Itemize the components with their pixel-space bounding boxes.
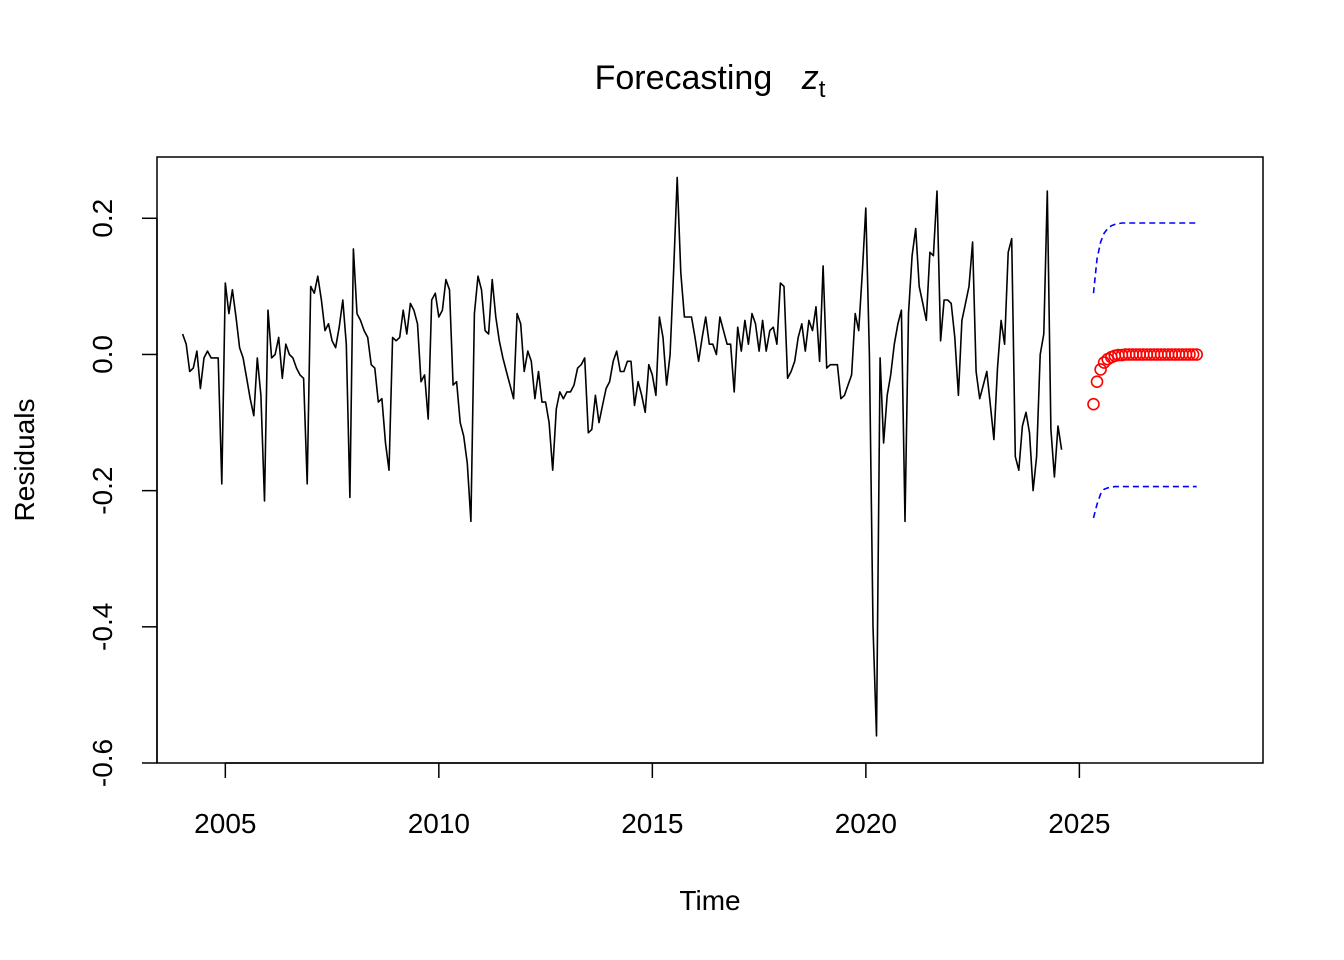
- x-tick-label: 2020: [835, 808, 897, 839]
- x-axis-label: Time: [679, 885, 740, 916]
- forecast-point: [1183, 348, 1196, 361]
- lower-bound-line: [1092, 485, 1197, 519]
- chart-title-text: Forecasting: [595, 59, 773, 97]
- x-tick-label: 2010: [408, 808, 470, 839]
- upper-bound-line: [1092, 222, 1197, 294]
- series-layer: [181, 176, 1203, 737]
- y-axis: -0.6 -0.4 -0.2 0.0 0.2: [87, 199, 158, 787]
- y-tick-label: 0.0: [87, 335, 118, 374]
- forecast-point: [1090, 375, 1104, 389]
- x-tick-label: 2025: [1048, 808, 1110, 839]
- residuals-line: [181, 176, 1063, 737]
- forecast-point: [1186, 348, 1200, 361]
- forecast-point: [1087, 397, 1100, 411]
- y-tick-label: -0.6: [87, 739, 118, 787]
- x-tick-label: 2005: [194, 808, 256, 839]
- chart-title-subscript: t: [819, 76, 826, 103]
- forecast-point: [1190, 348, 1203, 361]
- forecast-point: [1094, 363, 1107, 376]
- y-tick-label: -0.4: [87, 603, 118, 651]
- x-tick-label: 2015: [621, 808, 683, 839]
- chart-title: Forecasting zt: [595, 59, 826, 103]
- y-axis-label: Residuals: [9, 399, 40, 522]
- y-tick-label: -0.2: [87, 467, 118, 515]
- y-tick-label: 0.2: [87, 199, 118, 238]
- plot-frame: [156, 156, 1264, 764]
- chart-title-math: z: [801, 59, 819, 97]
- x-axis: 2005 2010 2015 2020 2025: [194, 762, 1111, 839]
